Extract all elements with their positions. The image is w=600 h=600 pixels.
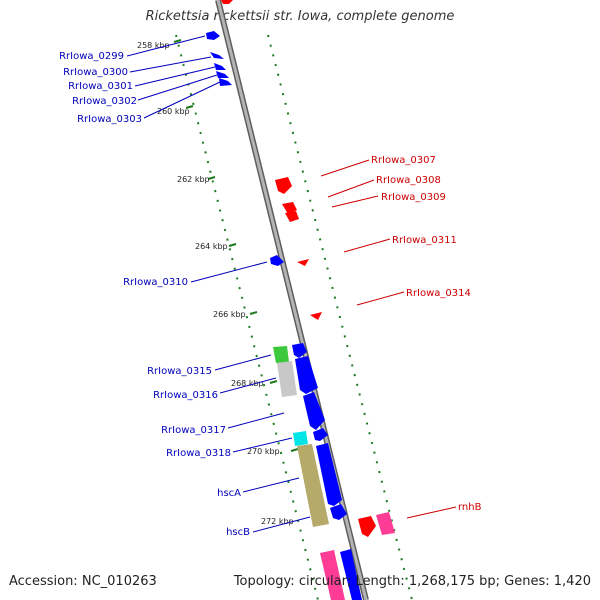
gene-0318-box [293,431,308,446]
genome-stats: Topology: circular; Length: 1,268,175 bp… [233,574,591,589]
gene-rnhB-arrow [358,516,376,537]
tick-label-262: 262 kbp [177,175,210,184]
label-rriowa-0314: RrIowa_0314 [406,288,471,299]
tick-mark [207,176,216,180]
right-labels: RrIowa_0307 RrIowa_0308 RrIowa_0309 RrIo… [371,155,482,513]
tick-label-264: 264 kbp [195,242,228,251]
gene-bottom-arrow [340,549,362,600]
other-genes [273,346,395,600]
gene-0299-arrow [206,31,220,40]
tick-label-272: 272 kbp [261,517,294,526]
gene-0315-arrow [292,343,307,358]
gene-0317-arrow [313,428,328,441]
gene-0316-arrow [295,356,318,394]
label-hscB: hscB [226,527,250,538]
label-rriowa-0315: RrIowa_0315 [147,366,212,377]
label-rriowa-0317: RrIowa_0317 [161,425,226,436]
gene-0316-box [277,361,297,397]
gene-0310-arrow [270,255,284,266]
label-hscA: hscA [217,488,241,499]
length-value: 1,268,175 bp [408,574,496,589]
tick-mark [173,39,182,43]
label-rriowa-0316: RrIowa_0316 [153,390,218,401]
left-leader-lines [126,35,311,533]
accession-info: Accession: NC_010263 [9,574,157,589]
label-rriowa-0302: RrIowa_0302 [72,96,137,107]
genes-label: Genes: [504,574,550,589]
label-rriowa-0308: RrIowa_0308 [376,175,441,186]
gene-0308-arrow [282,202,297,214]
tick-mark [290,448,299,452]
label-rriowa-0307: RrIowa_0307 [371,155,436,166]
tick-label-260: 260 kbp [157,107,190,116]
label-rriowa-0309: RrIowa_0309 [381,192,446,203]
label-rriowa-0318: RrIowa_0318 [166,448,231,459]
gene-0303-arrow [219,78,232,86]
gene-0301-arrow [214,63,226,70]
gene-0311-arrow [297,259,309,266]
gene-0307-arrow [275,177,292,194]
gene-bottom-box [320,550,345,600]
tick-label-266: 266 kbp [213,310,246,319]
forward-strand-genes [206,31,362,600]
label-rriowa-0300: RrIowa_0300 [63,67,128,78]
tick-label-268: 268 kbp [231,379,264,388]
gene-0316b-arrow [303,392,325,430]
label-rriowa-0301: RrIowa_0301 [68,81,133,92]
gene-0315-box [273,346,289,363]
label-rriowa-0299: RrIowa_0299 [59,51,124,62]
gene-0300-arrow [210,52,224,59]
left-labels: RrIowa_0299 RrIowa_0300 RrIowa_0301 RrIo… [59,51,250,538]
gene-hscB-arrow [330,504,347,520]
label-rriowa-0310: RrIowa_0310 [123,277,188,288]
gene-hscA-arrow [316,443,342,506]
right-leader-lines [320,159,457,519]
length-label: Length: [355,574,405,589]
tick-label-258: 258 kbp [137,41,170,50]
dotted-tracks [173,34,413,600]
tick-mark [249,311,258,315]
gene-rnhB-box [376,512,395,535]
gene-0309-arrow [285,211,299,222]
tick-labels: 258 kbp 260 kbp 262 kbp 264 kbp 266 kbp … [137,41,294,526]
tick-mark [269,380,278,384]
tick-label-270: 270 kbp [247,447,280,456]
gene-hscA-box [297,444,329,527]
gene-0302-arrow [216,71,229,78]
genes-value: 1,420 [553,574,591,589]
reverse-strand-genes [221,0,376,537]
label-rriowa-0303: RrIowa_0303 [77,114,142,125]
topology-value: circular [298,574,347,589]
outer-dotted-track [267,34,413,600]
accession-label: Accession: [9,574,78,589]
label-rnhB: rnhB [458,502,482,513]
topology-label: Topology: [233,574,295,589]
tick-mark [185,105,194,109]
inner-dotted-track [175,34,319,600]
gene-top-arrow [221,0,233,4]
label-rriowa-0311: RrIowa_0311 [392,235,457,246]
gene-0314-arrow [310,312,322,320]
accession-value: NC_010263 [81,574,157,589]
tick-mark [228,243,237,247]
